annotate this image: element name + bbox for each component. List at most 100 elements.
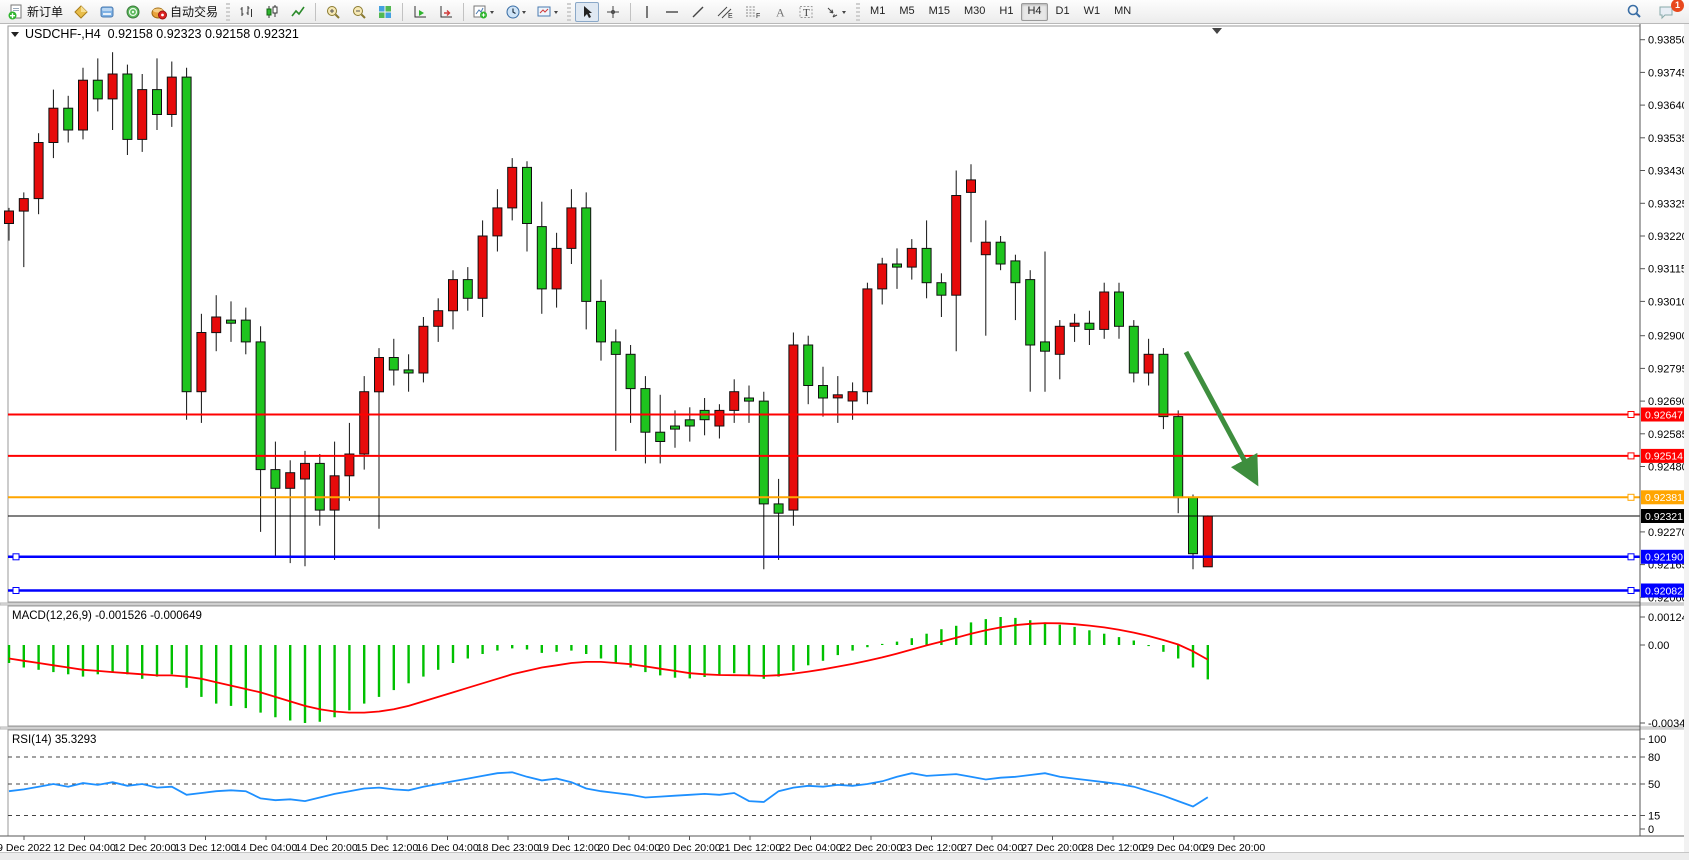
svg-text:13 Dec 12:00: 13 Dec 12:00 — [174, 842, 237, 854]
arrows-dropdown-button[interactable] — [820, 2, 852, 22]
market-watch-button[interactable] — [69, 2, 93, 22]
candlestick-chart-icon — [266, 4, 278, 18]
collapse-triangle-icon — [11, 32, 19, 37]
data-feed-button[interactable] — [121, 2, 145, 22]
hline-0.92190[interactable] — [8, 553, 1640, 561]
svg-text:USDCHF-,H4 0.92158 0.92323 0.: USDCHF-,H4 0.92158 0.92323 0.92158 0.923… — [25, 27, 299, 41]
svg-text:0.93640: 0.93640 — [1648, 100, 1688, 112]
line-chart-button[interactable] — [286, 2, 310, 22]
timeframe-h4[interactable]: H4 — [1021, 2, 1048, 21]
new-order-button[interactable]: 新订单 — [4, 2, 67, 22]
fibonacci-button[interactable]: F — [740, 2, 766, 22]
chart-window-icon — [100, 6, 114, 17]
svg-text:12 Dec 04:00: 12 Dec 04:00 — [53, 842, 116, 854]
notifications-button[interactable]: 1 — [1653, 0, 1684, 22]
timeframe-m15[interactable]: M15 — [928, 4, 950, 17]
price-axis[interactable]: 0.93850 0.93745 0.93640 0.93535 0.93430 0.933… — [1639, 24, 1688, 836]
text-label-icon: T — [799, 5, 813, 19]
chart-shift-button[interactable] — [434, 2, 458, 22]
hline-0.92082[interactable] — [8, 587, 1640, 594]
periods-dropdown-button[interactable] — [501, 2, 531, 22]
svg-text:E: E — [728, 13, 733, 20]
vertical-line-button[interactable] — [636, 2, 658, 22]
svg-text:A: A — [776, 5, 785, 19]
new-order-label: 新订单 — [27, 5, 64, 19]
equidistant-channel-button[interactable]: E — [712, 2, 738, 22]
svg-text:F: F — [756, 13, 760, 20]
toolbar-separator — [402, 2, 404, 21]
timeframe-w1[interactable]: W1 — [1083, 4, 1101, 17]
toolbar-grip — [856, 2, 861, 21]
text-button[interactable]: A — [768, 2, 792, 22]
svg-text:0.001241: 0.001241 — [1648, 612, 1689, 624]
svg-text:18 Dec 23:00: 18 Dec 23:00 — [477, 842, 540, 854]
zoom-out-icon — [353, 5, 366, 19]
macd-signal-line — [8, 622, 1209, 714]
svg-text:T: T — [803, 7, 810, 19]
auto-scroll-button[interactable] — [408, 2, 432, 22]
crosshair-button[interactable] — [601, 2, 625, 22]
templates-dropdown-button[interactable] — [533, 2, 563, 22]
svg-text:100: 100 — [1648, 734, 1666, 746]
svg-text:0.92381: 0.92381 — [1645, 492, 1683, 504]
trend-line-icon — [692, 6, 704, 17]
fibonacci-icon: F — [746, 6, 760, 20]
search-button[interactable] — [1621, 2, 1647, 22]
shift-marker-icon[interactable] — [1212, 28, 1222, 34]
macd-histogram — [7, 617, 1210, 723]
timeframe-d1[interactable]: D1 — [1055, 4, 1070, 17]
svg-text:0.92900: 0.92900 — [1648, 331, 1688, 343]
svg-text:0: 0 — [1648, 824, 1654, 836]
vertical-line-icon — [646, 5, 648, 18]
panel-separators[interactable] — [0, 602, 1689, 730]
toolbar-grip — [226, 2, 231, 21]
text-icon: A — [776, 5, 785, 19]
hline-0.92647[interactable] — [8, 411, 1640, 418]
svg-text:27 Dec 20:00: 27 Dec 20:00 — [1021, 842, 1084, 854]
cursor-button[interactable] — [575, 1, 600, 22]
timeframe-m1[interactable]: M1 — [870, 4, 886, 17]
arrows-icon — [827, 7, 847, 17]
svg-text:27 Dec 04:00: 27 Dec 04:00 — [961, 842, 1024, 854]
svg-text:0.92585: 0.92585 — [1648, 429, 1688, 441]
horizontal-line-button[interactable] — [660, 2, 684, 22]
svg-text:0.92321: 0.92321 — [1645, 511, 1683, 523]
text-label-button[interactable]: T — [794, 2, 818, 22]
svg-text:20 Dec 20:00: 20 Dec 20:00 — [658, 842, 721, 854]
hline-0.92381[interactable] — [8, 493, 1640, 501]
timeframe-h1[interactable]: H1 — [999, 4, 1014, 17]
bar-chart-button[interactable] — [234, 2, 258, 22]
svg-text:0.92690: 0.92690 — [1648, 396, 1688, 408]
timeframe-mn[interactable]: MN — [1114, 4, 1132, 17]
toolbar-separator — [463, 2, 465, 21]
timeframe-m5[interactable]: M5 — [899, 4, 915, 17]
candlestick-chart-button[interactable] — [260, 2, 284, 22]
tile-windows-button[interactable] — [373, 2, 397, 22]
trend-arrow[interactable] — [1183, 350, 1259, 487]
trend-line-button[interactable] — [686, 2, 710, 22]
toolbar-grip — [567, 2, 572, 21]
new-chart-dropdown-button[interactable] — [469, 2, 499, 22]
svg-text:19 Dec 12:00: 19 Dec 12:00 — [537, 842, 600, 854]
templates-icon — [537, 6, 559, 16]
chart-background — [0, 24, 1689, 852]
macd-label: MACD(12,26,9) -0.001526 -0.000649 — [12, 610, 202, 622]
svg-text:28 Dec 12:00: 28 Dec 12:00 — [1082, 842, 1145, 854]
autotrading-button[interactable]: 自动交易 — [147, 2, 222, 22]
svg-text:0.93430: 0.93430 — [1648, 166, 1688, 178]
zoom-out-button[interactable] — [347, 2, 371, 22]
svg-text:0.92082: 0.92082 — [1645, 585, 1683, 597]
search-icon — [1627, 4, 1641, 18]
svg-text:0.92795: 0.92795 — [1648, 363, 1688, 375]
timeframe-m30[interactable]: M30 — [964, 4, 986, 17]
toolbar-separator — [315, 2, 317, 21]
zoom-in-button[interactable] — [321, 2, 345, 22]
chart-window-button[interactable] — [95, 2, 119, 22]
chart-title: USDCHF-,H4 0.92158 0.92323 0.92158 0.923… — [11, 27, 299, 41]
window-edge — [0, 852, 1689, 860]
hline-0.92514[interactable] — [8, 452, 1640, 460]
rsi-levels — [8, 756, 1640, 816]
